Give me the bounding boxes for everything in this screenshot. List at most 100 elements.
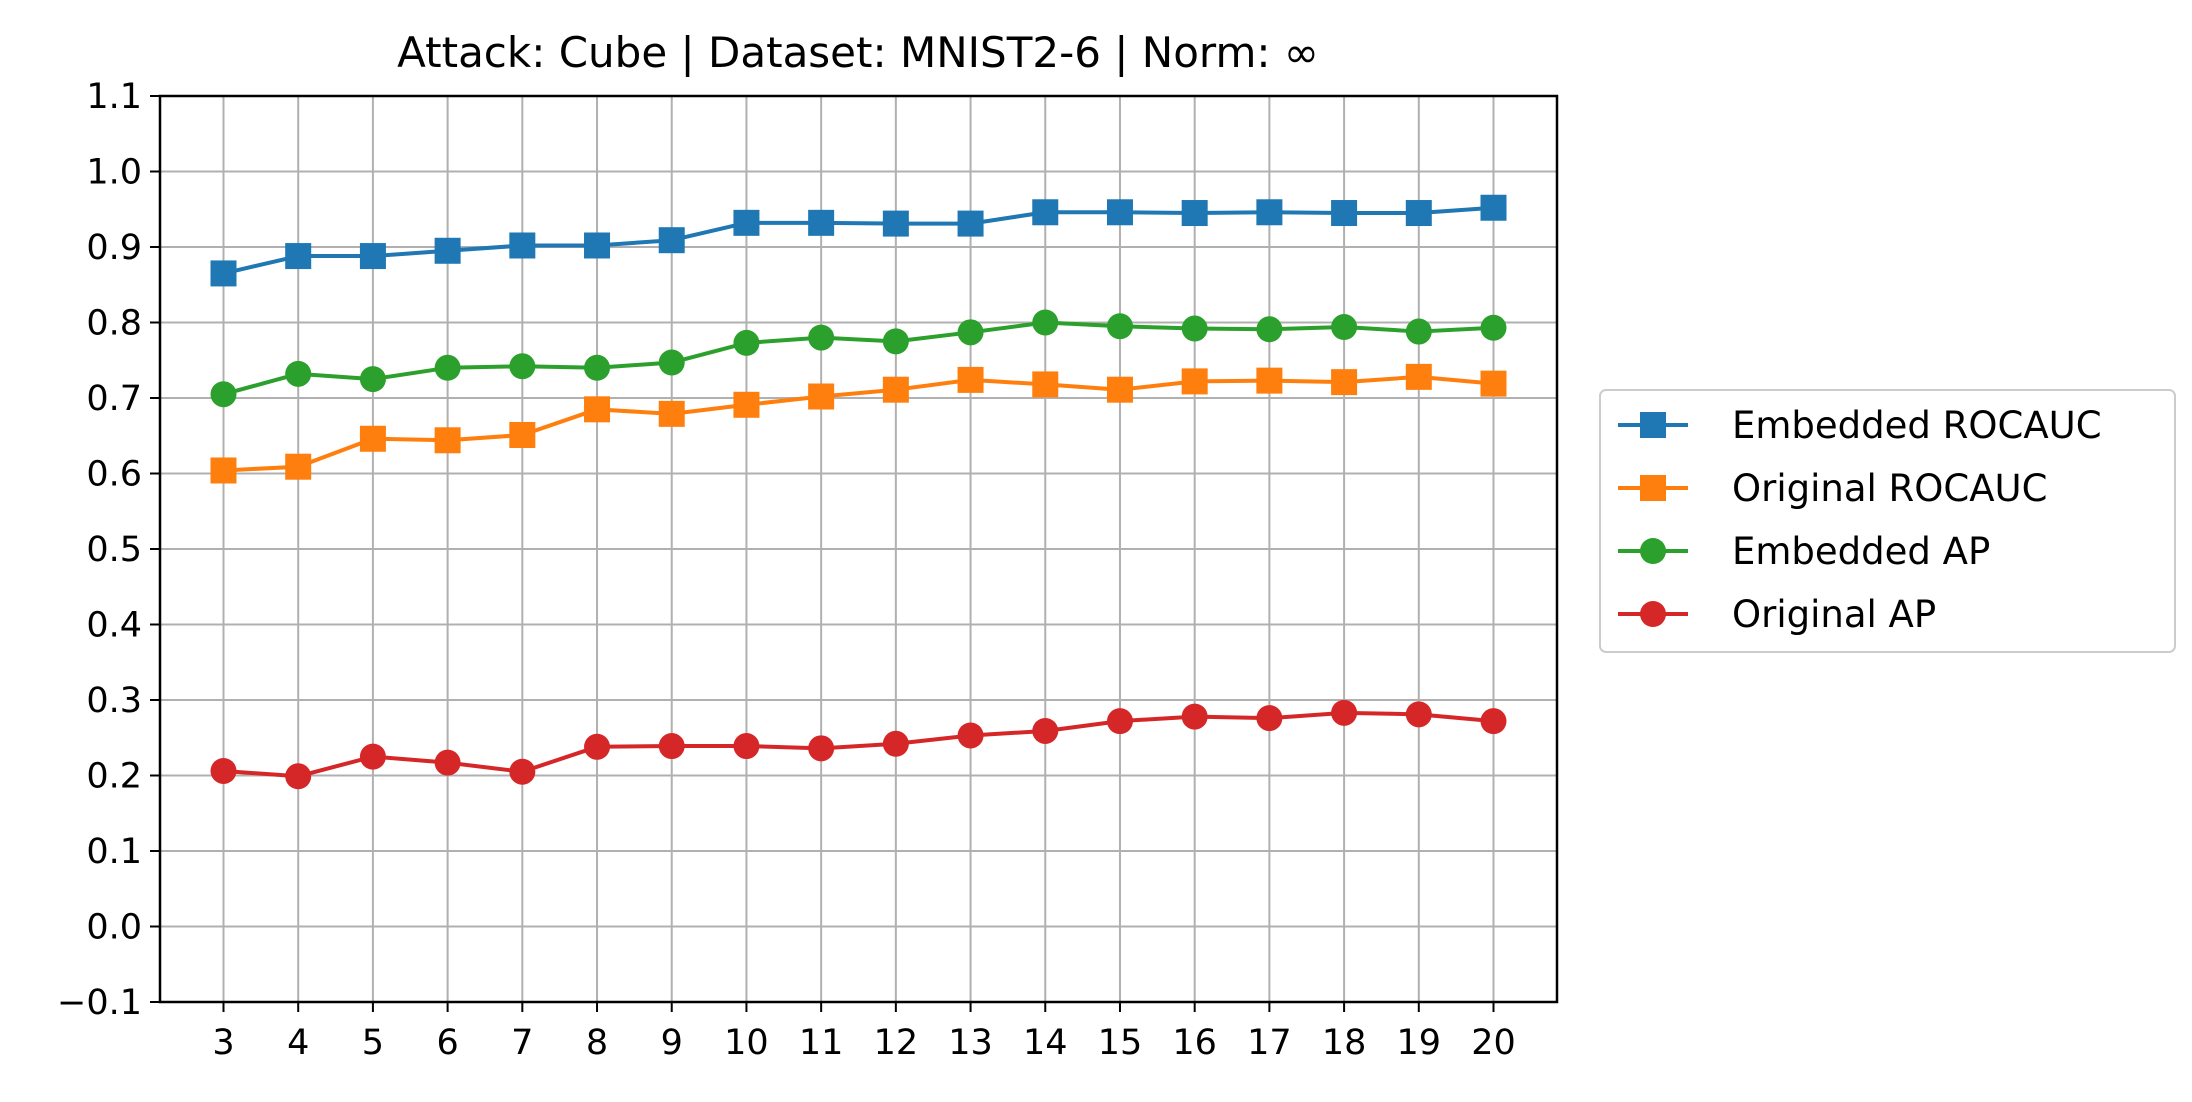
y-tick-label: −0.1	[57, 983, 142, 1023]
legend: Embedded ROCAUC Original ROCAUC Embedded A…	[1599, 389, 2176, 653]
data-point-embedded-rocauc	[808, 209, 835, 236]
y-tick-label: 0.3	[86, 681, 142, 721]
data-point-embedded-ap	[733, 329, 760, 356]
data-point-original-ap	[733, 733, 760, 760]
data-point-embedded-ap	[1331, 314, 1358, 341]
legend-label-embedded-ap: Embedded AP	[1732, 530, 1990, 573]
x-tick-label: 16	[1172, 1023, 1217, 1063]
data-point-original-rocauc	[584, 396, 611, 423]
data-point-original-rocauc	[359, 425, 386, 452]
x-tick-label: 3	[212, 1023, 234, 1063]
data-point-embedded-ap	[1405, 318, 1432, 345]
data-point-original-rocauc	[1331, 369, 1358, 396]
series-embedded-ap	[210, 309, 1507, 408]
legend-label-embedded-rocauc: Embedded ROCAUC	[1732, 404, 2102, 447]
data-point-embedded-rocauc	[285, 243, 312, 270]
x-tick-label: 4	[287, 1023, 309, 1063]
y-tick-label: 0.6	[86, 455, 142, 495]
series-layer	[210, 194, 1507, 790]
data-point-original-rocauc	[808, 383, 835, 410]
series-original-rocauc	[210, 363, 1507, 484]
data-point-embedded-rocauc	[1181, 200, 1208, 227]
x-tick-label: 10	[724, 1023, 769, 1063]
x-tick-label: 18	[1322, 1023, 1367, 1063]
y-tick-label: 0.2	[86, 757, 142, 797]
data-point-embedded-rocauc	[509, 232, 536, 259]
data-point-original-rocauc	[1106, 376, 1133, 403]
x-tick-label: 12	[874, 1023, 919, 1063]
legend-label-original-rocauc: Original ROCAUC	[1732, 467, 2047, 510]
data-point-original-rocauc	[1181, 368, 1208, 395]
data-point-original-ap	[434, 749, 461, 776]
x-tick-label: 20	[1471, 1023, 1516, 1063]
data-point-embedded-rocauc	[1032, 199, 1059, 226]
series-original-ap	[210, 699, 1507, 790]
data-point-original-rocauc	[1480, 370, 1507, 397]
data-point-embedded-ap	[1032, 309, 1059, 336]
data-point-embedded-rocauc	[957, 210, 984, 237]
x-tick-label: 9	[661, 1023, 683, 1063]
x-tick-label: 7	[511, 1023, 533, 1063]
data-point-original-ap	[509, 758, 536, 785]
data-point-original-ap	[658, 733, 685, 760]
data-point-embedded-ap	[285, 360, 312, 387]
data-point-embedded-rocauc	[1331, 200, 1358, 227]
y-tick-label: 1.1	[86, 77, 142, 117]
data-point-embedded-ap	[584, 354, 611, 381]
data-point-embedded-rocauc	[658, 227, 685, 254]
x-tick-label: 14	[1023, 1023, 1068, 1063]
data-point-original-rocauc	[434, 427, 461, 454]
data-point-embedded-ap	[1106, 313, 1133, 340]
y-tick-label: 0.9	[86, 228, 142, 268]
data-point-embedded-rocauc	[1106, 199, 1133, 226]
data-point-original-ap	[584, 733, 611, 760]
data-point-original-rocauc	[733, 391, 760, 418]
y-tick-label: 0.0	[86, 908, 142, 948]
data-point-embedded-ap	[1480, 314, 1507, 341]
data-point-embedded-rocauc	[584, 232, 611, 259]
data-point-embedded-ap	[210, 381, 237, 408]
data-point-embedded-rocauc	[434, 237, 461, 264]
legend-marker-original-ap	[1640, 601, 1666, 627]
x-tick-label: 13	[948, 1023, 993, 1063]
data-point-original-rocauc	[509, 421, 536, 448]
data-point-embedded-ap	[1256, 316, 1283, 343]
data-point-embedded-ap	[1181, 315, 1208, 342]
legend-box	[1599, 389, 2176, 653]
data-point-original-ap	[1331, 699, 1358, 726]
data-point-embedded-ap	[658, 349, 685, 376]
y-tick-label: 0.7	[86, 379, 142, 419]
series-embedded-rocauc	[210, 194, 1507, 287]
data-point-original-rocauc	[1032, 371, 1059, 398]
data-point-original-ap	[1480, 708, 1507, 735]
chart-title: Attack: Cube | Dataset: MNIST2-6 | Norm:…	[397, 28, 1319, 77]
legend-label-original-ap: Original AP	[1732, 593, 1936, 636]
data-point-original-rocauc	[285, 453, 312, 480]
data-point-original-rocauc	[210, 457, 237, 484]
data-point-original-ap	[1256, 705, 1283, 732]
data-point-original-ap	[1181, 703, 1208, 730]
y-tick-label: 0.8	[86, 304, 142, 344]
data-point-embedded-ap	[509, 353, 536, 380]
data-point-embedded-rocauc	[733, 209, 760, 236]
x-tick-label: 19	[1397, 1023, 1442, 1063]
x-tick-label: 11	[799, 1023, 844, 1063]
data-point-original-rocauc	[957, 366, 984, 393]
y-tick-label: 0.5	[86, 530, 142, 570]
x-tick-label: 15	[1098, 1023, 1143, 1063]
legend-marker-embedded-ap	[1640, 538, 1666, 564]
data-point-original-ap	[1032, 717, 1059, 744]
data-point-original-rocauc	[1405, 363, 1432, 390]
data-point-embedded-rocauc	[1480, 194, 1507, 221]
x-tick-label: 5	[362, 1023, 384, 1063]
legend-marker-embedded-rocauc	[1640, 412, 1666, 438]
data-point-embedded-rocauc	[882, 210, 909, 237]
data-point-original-ap	[957, 722, 984, 749]
y-tick-label: 1.0	[86, 153, 142, 193]
data-point-original-ap	[210, 757, 237, 784]
data-point-original-rocauc	[658, 400, 685, 427]
data-point-original-rocauc	[1256, 367, 1283, 394]
data-point-embedded-ap	[434, 354, 461, 381]
